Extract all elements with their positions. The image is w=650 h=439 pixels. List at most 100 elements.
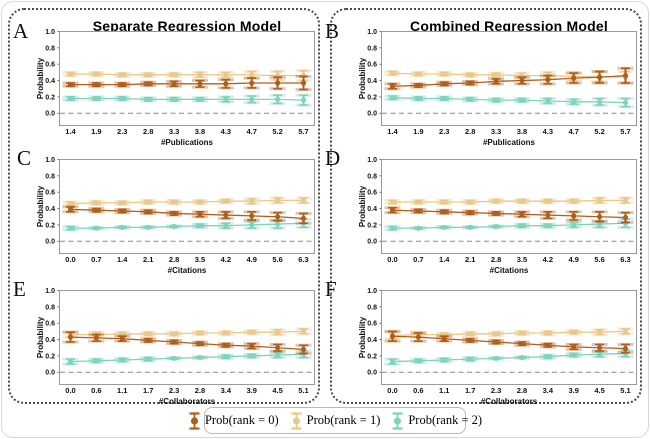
legend-item-rank2: Prob(rank = 2): [391, 411, 482, 431]
panel-B-chart: 0.0 0.2 0.4 0.6 0.8 1.0 Probability 1.4 1.9 2.3 2.…: [358, 29, 637, 147]
series-rank0: [384, 66, 634, 91]
svg-text:1.4: 1.4: [439, 255, 450, 264]
panel-D-chart: 0.0 0.2 0.4 0.6 0.8 1.0 Probability 0.0 0.7 1.4 2.…: [358, 157, 637, 275]
panel-A-chart: 0.0 0.2 0.4 0.6 0.8 1.0 Probability 1.4 1.9 2.3 2.…: [36, 29, 315, 147]
svg-text:#Citations: #Citations: [490, 266, 529, 275]
axis: 0.0 0.2 0.4 0.6 0.8 1.0 Probability: [358, 29, 382, 118]
svg-text:0.2: 0.2: [45, 94, 55, 101]
series-rank1: [384, 196, 634, 206]
svg-text:0.0: 0.0: [45, 111, 55, 118]
svg-text:5.7: 5.7: [298, 127, 308, 136]
legend: Prob(rank = 0) Prob(rank = 1) Prob(rank …: [188, 407, 482, 434]
panel-E-chart: 0.0 0.2 0.4 0.6 0.8 1.0 Probability 0.0 0.6 1.1 1.…: [36, 288, 315, 406]
series-rank2: [384, 348, 634, 366]
series-rank0: [62, 74, 312, 92]
svg-text:2.8: 2.8: [195, 386, 205, 395]
svg-text:2.8: 2.8: [491, 255, 501, 264]
axis: 0.0 0.2 0.4 0.6 0.8 1.0 Probability: [36, 157, 60, 246]
svg-text:2.8: 2.8: [169, 255, 179, 264]
panel-label-A: A: [13, 19, 29, 43]
svg-text:0.0: 0.0: [387, 255, 397, 264]
svg-text:3.9: 3.9: [569, 386, 579, 395]
series-rank1: [62, 196, 312, 207]
combined-model-box: Combined Regression Model: [330, 8, 642, 404]
svg-text:#Publications: #Publications: [483, 138, 536, 147]
series-rank1: [62, 327, 312, 339]
svg-text:1.9: 1.9: [91, 127, 101, 136]
svg-text:6.3: 6.3: [298, 255, 308, 264]
panel-label-F: F: [325, 277, 337, 301]
svg-text:1.9: 1.9: [413, 127, 423, 136]
svg-text:#Collaborators: #Collaborators: [481, 397, 538, 406]
svg-text:1.0: 1.0: [367, 157, 377, 164]
svg-text:1.0: 1.0: [45, 29, 55, 36]
svg-text:2.3: 2.3: [439, 127, 449, 136]
svg-text:3.5: 3.5: [195, 255, 205, 264]
svg-text:2.3: 2.3: [169, 386, 179, 395]
series-rank1: [62, 69, 312, 83]
svg-text:2.8: 2.8: [517, 386, 527, 395]
series-rank0: [384, 329, 634, 355]
svg-text:0.6: 0.6: [45, 190, 55, 197]
svg-text:0.0: 0.0: [45, 370, 55, 377]
svg-text:Probability: Probability: [358, 185, 367, 227]
svg-text:2.8: 2.8: [465, 127, 475, 136]
svg-text:1.1: 1.1: [439, 386, 449, 395]
svg-text:0.7: 0.7: [91, 255, 101, 264]
svg-text:0.2: 0.2: [367, 353, 377, 360]
svg-text:5.6: 5.6: [272, 255, 282, 264]
svg-text:2.1: 2.1: [465, 255, 475, 264]
svg-text:3.4: 3.4: [543, 386, 554, 395]
svg-text:0.0: 0.0: [367, 111, 377, 118]
panel-label-E: E: [13, 277, 26, 301]
svg-text:0.4: 0.4: [367, 337, 377, 344]
svg-text:0.8: 0.8: [367, 45, 377, 52]
panel-C-chart: 0.0 0.2 0.4 0.6 0.8 1.0 Probability 0.0 0.7 1.4 2.…: [36, 157, 315, 275]
series-rank2: [62, 217, 312, 232]
svg-text:0.0: 0.0: [387, 386, 397, 395]
series-rank0: [62, 330, 312, 355]
svg-text:5.2: 5.2: [594, 127, 604, 136]
svg-text:4.7: 4.7: [247, 127, 257, 136]
svg-text:0.6: 0.6: [91, 386, 101, 395]
svg-text:0.0: 0.0: [65, 386, 75, 395]
svg-text:0.4: 0.4: [45, 337, 55, 344]
svg-text:3.5: 3.5: [517, 255, 527, 264]
errorbar-marker-icon: [392, 411, 404, 430]
errorbar-marker-icon: [188, 411, 201, 430]
svg-text:Probability: Probability: [36, 57, 45, 99]
svg-text:0.2: 0.2: [45, 222, 55, 229]
errorbar-marker-icon: [290, 411, 302, 430]
svg-text:0.8: 0.8: [45, 45, 55, 52]
svg-text:4.3: 4.3: [543, 127, 553, 136]
svg-text:0.6: 0.6: [413, 386, 423, 395]
svg-text:2.3: 2.3: [491, 386, 501, 395]
legend-label-rank1: Prob(rank = 1): [306, 413, 381, 427]
separate-model-box: Separate Regression Model: [8, 8, 320, 404]
svg-text:3.3: 3.3: [491, 127, 501, 136]
svg-text:1.0: 1.0: [367, 29, 377, 36]
svg-text:0.6: 0.6: [367, 62, 377, 69]
legend-label-rank2: Prob(rank = 2): [408, 413, 483, 427]
svg-text:2.8: 2.8: [143, 127, 153, 136]
svg-text:1.4: 1.4: [65, 127, 76, 136]
svg-text:4.5: 4.5: [272, 386, 282, 395]
series-rank2: [62, 93, 312, 107]
svg-text:1.1: 1.1: [117, 386, 127, 395]
svg-text:2.1: 2.1: [143, 255, 153, 264]
panel-F-chart: 0.0 0.2 0.4 0.6 0.8 1.0 Probability 0.0 0.6 1.1 1.…: [358, 288, 637, 406]
svg-text:1.0: 1.0: [45, 288, 55, 295]
series-rank0: [384, 206, 634, 224]
svg-text:4.2: 4.2: [221, 255, 231, 264]
svg-text:4.7: 4.7: [569, 127, 579, 136]
svg-text:1.4: 1.4: [387, 127, 398, 136]
svg-text:0.0: 0.0: [367, 370, 377, 377]
svg-text:0.4: 0.4: [367, 206, 377, 213]
svg-text:3.3: 3.3: [169, 127, 179, 136]
svg-text:#Collaborators: #Collaborators: [159, 397, 216, 406]
svg-text:Probability: Probability: [358, 57, 367, 99]
svg-text:0.7: 0.7: [413, 255, 423, 264]
svg-text:1.7: 1.7: [143, 386, 153, 395]
axis: 0.0 0.2 0.4 0.6 0.8 1.0 Probability: [358, 157, 382, 246]
